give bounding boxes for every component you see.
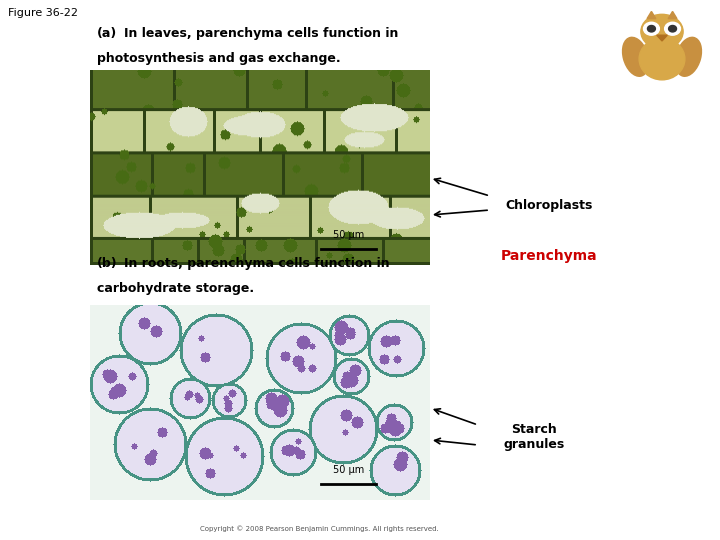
Ellipse shape <box>675 37 701 76</box>
Text: photosynthesis and gas exchange.: photosynthesis and gas exchange. <box>97 52 341 65</box>
Text: In leaves, parenchyma cells function in: In leaves, parenchyma cells function in <box>124 27 398 40</box>
Text: (a): (a) <box>97 27 117 40</box>
Text: Figure 36-22: Figure 36-22 <box>8 8 78 18</box>
Text: Parenchyma: Parenchyma <box>500 249 598 263</box>
Text: Starch
granules: Starch granules <box>503 423 564 451</box>
Circle shape <box>644 22 660 35</box>
Ellipse shape <box>639 38 685 80</box>
Text: 50 μm: 50 μm <box>333 464 364 475</box>
Circle shape <box>669 25 677 32</box>
Text: carbohydrate storage.: carbohydrate storage. <box>97 282 254 295</box>
Text: Chloroplasts: Chloroplasts <box>505 199 593 212</box>
Polygon shape <box>657 35 667 41</box>
Text: 50 μm: 50 μm <box>333 230 364 240</box>
Text: In roots, parenchyma cells function in: In roots, parenchyma cells function in <box>124 257 389 270</box>
Circle shape <box>647 25 655 32</box>
Text: Copyright © 2008 Pearson Benjamin Cummings. All rights reserved.: Copyright © 2008 Pearson Benjamin Cummin… <box>200 525 438 532</box>
Text: (b): (b) <box>97 257 117 270</box>
Polygon shape <box>647 11 656 19</box>
Circle shape <box>665 22 680 35</box>
Circle shape <box>641 15 683 49</box>
Polygon shape <box>668 11 677 19</box>
Ellipse shape <box>623 37 649 76</box>
